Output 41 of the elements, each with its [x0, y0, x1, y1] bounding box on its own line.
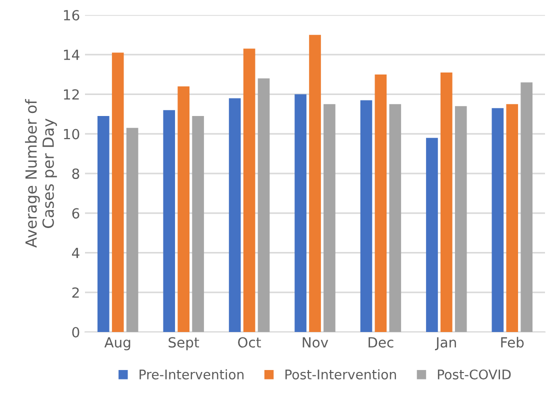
y-tick-label: 0	[72, 326, 80, 338]
bar	[374, 74, 387, 332]
bar	[112, 52, 124, 332]
legend-label: Pre-Intervention	[140, 369, 244, 380]
bar	[126, 128, 138, 332]
bar	[97, 116, 110, 332]
legend-label: Post-Intervention	[285, 369, 396, 380]
bar	[440, 72, 452, 332]
bar	[360, 100, 372, 332]
y-tick-label: 2	[72, 287, 79, 298]
bar	[506, 104, 518, 332]
bar	[178, 86, 190, 332]
x-tick-label: Jan	[435, 337, 456, 350]
x-tick-label: Sept	[168, 337, 200, 350]
bar	[492, 108, 504, 332]
bar	[454, 106, 467, 332]
y-tick-label: 12	[64, 89, 79, 100]
y-tick-label: 14	[64, 50, 80, 60]
y-tick-label: 8	[72, 168, 80, 179]
x-tick-label: Oct	[238, 337, 261, 348]
bar	[228, 98, 241, 332]
y-axis-title: Average Number of Cases per Day	[25, 98, 57, 248]
x-tick-label: Feb	[501, 336, 524, 348]
y-tick-label: 16	[64, 10, 80, 20]
bar	[520, 82, 533, 332]
y-tick-label: 6	[72, 208, 80, 219]
x-tick-label: Nov	[302, 337, 328, 348]
bar	[243, 48, 256, 332]
bar	[294, 94, 306, 332]
x-tick-label: Dec	[368, 337, 394, 348]
bar	[192, 116, 204, 332]
bar	[426, 138, 438, 332]
bar	[324, 104, 336, 332]
x-tick-label: Aug	[104, 337, 130, 350]
bar	[309, 34, 321, 332]
bar	[389, 104, 402, 332]
bar	[163, 110, 176, 332]
bar	[258, 78, 270, 332]
y-tick-label: 10	[64, 128, 80, 140]
y-tick-label: 4	[72, 248, 80, 258]
legend-label: Post-COVID	[438, 369, 511, 380]
